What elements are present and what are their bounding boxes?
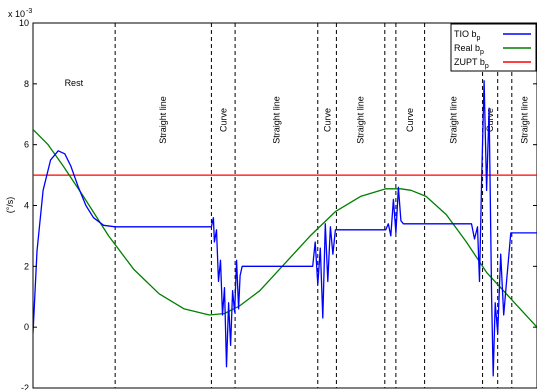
legend-label-base: TIO b — [454, 29, 477, 39]
phase-label: Curve — [219, 108, 229, 132]
legend-label-base: ZUPT b — [454, 57, 485, 67]
legend-label: ZUPT bp — [454, 57, 489, 70]
series-line — [33, 129, 537, 328]
phase-label: Straight line — [356, 96, 366, 144]
phase-boundaries — [114, 23, 513, 388]
y-tick-label: 8 — [24, 79, 29, 89]
phase-label: Straight line — [271, 96, 281, 144]
y-exponent-base: x 10 — [8, 9, 25, 19]
phase-label: Straight line — [448, 96, 458, 144]
legend-label: Real bp — [454, 43, 484, 56]
phase-label: Straight line — [158, 96, 168, 144]
legend-label-base: Real b — [454, 43, 480, 53]
plot-area — [32, 22, 537, 389]
series-line — [33, 80, 537, 377]
legend-label: TIO bp — [454, 29, 481, 42]
y-tick-label: 2 — [24, 261, 29, 271]
y-tick-label: 6 — [24, 140, 29, 150]
phase-label: Curve — [405, 108, 415, 132]
y-tick-label: 0 — [24, 322, 29, 332]
phase-labels: Rest Straight line Curve Straight line Curve… — [65, 78, 530, 144]
legend-label-subscript: p — [480, 49, 484, 56]
y-tick-label: 10 — [19, 18, 29, 28]
y-axis-label: (°/s) — [5, 197, 15, 214]
legend-label-subscript: p — [485, 63, 489, 70]
phase-label: Straight line — [519, 96, 529, 144]
y-tick-label: -2 — [21, 383, 29, 390]
y-exponent-power: -3 — [26, 8, 32, 15]
y-axis: -2 0 2 4 6 8 10 — [19, 18, 537, 390]
legend-label-subscript: p — [477, 35, 481, 42]
phase-label: Curve — [322, 108, 332, 132]
phase-label: Curve — [485, 108, 495, 132]
series-layer — [33, 80, 537, 377]
y-tick-label: 4 — [24, 201, 29, 211]
phase-label: Rest — [65, 78, 84, 88]
